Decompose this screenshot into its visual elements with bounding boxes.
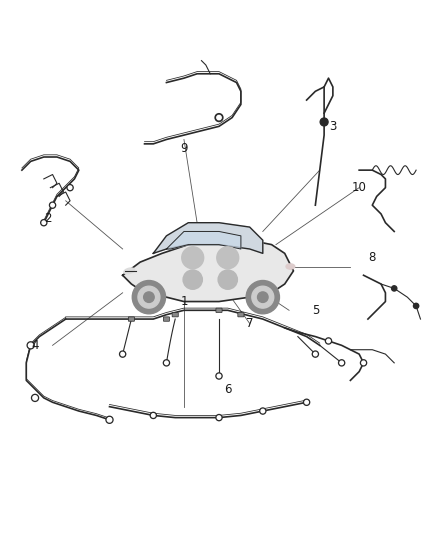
Circle shape [33,395,37,400]
Circle shape [107,418,112,422]
Circle shape [106,416,113,423]
Circle shape [392,286,397,291]
Text: 1: 1 [180,295,188,308]
Circle shape [144,292,154,302]
Text: 4: 4 [31,339,39,352]
Circle shape [51,204,54,207]
Circle shape [305,400,308,404]
Circle shape [261,409,265,413]
Circle shape [260,408,266,414]
Circle shape [41,220,47,226]
Circle shape [258,292,268,302]
Circle shape [218,270,237,289]
Circle shape [68,186,72,189]
Polygon shape [153,223,263,253]
Circle shape [312,351,318,357]
Circle shape [182,247,204,269]
Circle shape [246,280,279,314]
Circle shape [152,414,155,417]
Circle shape [183,270,202,289]
Text: 6: 6 [224,383,232,395]
Circle shape [132,280,166,314]
Text: 8: 8 [369,251,376,264]
Circle shape [216,415,222,421]
Circle shape [121,352,124,356]
Text: 10: 10 [352,181,367,194]
Circle shape [215,114,223,122]
Circle shape [32,394,39,401]
Circle shape [150,413,156,418]
Circle shape [217,374,221,378]
Circle shape [360,360,367,366]
Circle shape [165,361,168,365]
Circle shape [49,202,56,208]
FancyBboxPatch shape [216,308,222,312]
Circle shape [252,286,274,308]
Ellipse shape [124,268,134,274]
Circle shape [362,361,365,365]
Circle shape [120,351,126,357]
FancyBboxPatch shape [238,312,244,317]
Circle shape [216,373,222,379]
Circle shape [217,247,239,269]
Circle shape [413,303,419,309]
Circle shape [217,115,221,120]
Text: 3: 3 [329,120,336,133]
Circle shape [42,221,46,224]
Circle shape [163,360,170,366]
Circle shape [304,399,310,405]
Circle shape [67,184,73,191]
Circle shape [327,339,330,343]
FancyBboxPatch shape [128,317,134,321]
Circle shape [138,286,160,308]
Circle shape [340,361,343,365]
FancyBboxPatch shape [172,312,178,317]
Text: 2: 2 [44,212,52,225]
Text: 7: 7 [246,317,254,330]
Text: 5: 5 [312,304,319,317]
FancyBboxPatch shape [163,317,170,321]
Circle shape [217,416,221,419]
Circle shape [28,343,33,348]
Circle shape [27,342,34,349]
Text: 9: 9 [180,142,188,155]
Circle shape [314,352,317,356]
Circle shape [320,118,328,126]
Circle shape [339,360,345,366]
Polygon shape [166,231,241,249]
Polygon shape [123,240,293,302]
Ellipse shape [286,264,295,269]
Circle shape [325,338,332,344]
